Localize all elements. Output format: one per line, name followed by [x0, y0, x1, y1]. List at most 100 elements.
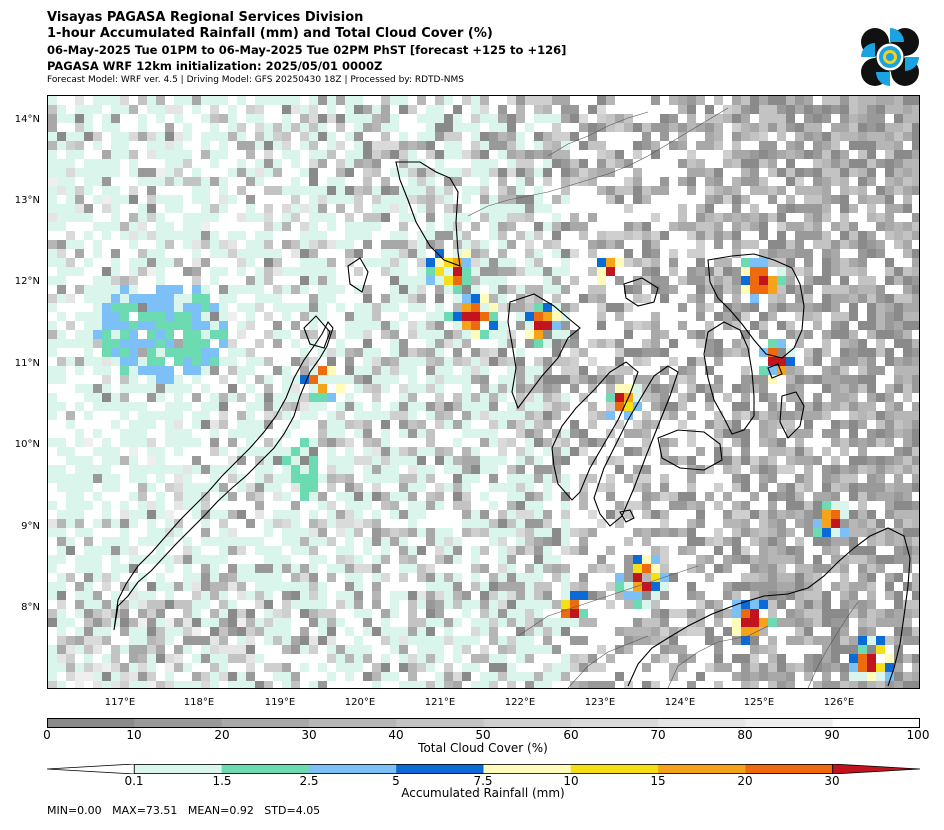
grid-cell	[462, 465, 471, 474]
grid-cell	[741, 609, 750, 618]
grid-cell	[867, 465, 876, 474]
grid-cell	[453, 591, 462, 600]
grid-cell	[813, 411, 822, 420]
grid-cell	[210, 429, 219, 438]
grid-cell	[102, 276, 111, 285]
grid-cell	[867, 150, 876, 159]
grid-cell	[453, 105, 462, 114]
grid-cell	[579, 591, 588, 600]
grid-cell	[147, 420, 156, 429]
grid-cell	[201, 366, 210, 375]
grid-cell	[786, 222, 795, 231]
grid-cell	[327, 195, 336, 204]
grid-cell	[165, 618, 174, 627]
grid-cell	[318, 375, 327, 384]
grid-cell	[885, 150, 894, 159]
grid-cell	[498, 204, 507, 213]
grid-cell	[183, 123, 192, 132]
grid-cell	[75, 285, 84, 294]
grid-cell	[516, 393, 525, 402]
grid-cell	[876, 429, 885, 438]
grid-cell	[489, 258, 498, 267]
grid-cell	[498, 600, 507, 609]
grid-cell	[714, 429, 723, 438]
grid-cell	[741, 276, 750, 285]
grid-cell	[237, 618, 246, 627]
grid-cell	[777, 258, 786, 267]
grid-cell	[507, 663, 516, 672]
grid-cell	[102, 303, 111, 312]
grid-cell	[111, 555, 120, 564]
grid-cell	[840, 663, 849, 672]
grid-cell	[93, 276, 102, 285]
grid-cell	[687, 267, 696, 276]
grid-cell	[912, 321, 919, 330]
grid-cell	[138, 591, 147, 600]
grid-cell	[822, 501, 831, 510]
grid-cell	[390, 492, 399, 501]
grid-cell	[381, 96, 390, 105]
grid-cell	[687, 519, 696, 528]
grid-cell	[516, 375, 525, 384]
grid-cell	[345, 240, 354, 249]
grid-cell	[183, 564, 192, 573]
grid-cell	[876, 681, 885, 688]
cloud-bin	[658, 718, 746, 728]
grid-cell	[354, 267, 363, 276]
grid-cell	[687, 528, 696, 537]
grid-cell	[444, 627, 453, 636]
grid-cell	[363, 105, 372, 114]
grid-cell	[831, 420, 840, 429]
grid-cell	[705, 222, 714, 231]
grid-cell	[57, 618, 66, 627]
grid-cell	[777, 249, 786, 258]
grid-cell	[363, 474, 372, 483]
grid-cell	[759, 474, 768, 483]
grid-cell	[138, 492, 147, 501]
grid-cell	[615, 510, 624, 519]
grid-cell	[867, 213, 876, 222]
grid-cell	[813, 591, 822, 600]
grid-cell	[408, 600, 417, 609]
grid-cell	[156, 654, 165, 663]
grid-cell	[408, 591, 417, 600]
grid-cell	[498, 555, 507, 564]
grid-cell	[147, 627, 156, 636]
grid-cell	[165, 375, 174, 384]
grid-cell	[138, 510, 147, 519]
grid-cell	[498, 528, 507, 537]
grid-cell	[579, 348, 588, 357]
grid-cell	[750, 492, 759, 501]
grid-cell	[597, 312, 606, 321]
grid-cell	[336, 600, 345, 609]
grid-cell	[750, 303, 759, 312]
grid-cell	[561, 564, 570, 573]
grid-cell	[498, 456, 507, 465]
grid-cell	[696, 240, 705, 249]
grid-cell	[228, 429, 237, 438]
grid-cell	[750, 204, 759, 213]
grid-cell	[237, 267, 246, 276]
grid-cell	[75, 402, 84, 411]
grid-cell	[327, 447, 336, 456]
grid-cell	[102, 294, 111, 303]
grid-cell	[561, 474, 570, 483]
grid-cell	[462, 528, 471, 537]
grid-cell	[786, 150, 795, 159]
grid-cell	[651, 546, 660, 555]
grid-cell	[831, 123, 840, 132]
grid-cell	[660, 573, 669, 582]
grid-cell	[210, 150, 219, 159]
grid-cell	[741, 123, 750, 132]
grid-cell	[534, 609, 543, 618]
grid-cell	[849, 465, 858, 474]
grid-cell	[156, 627, 165, 636]
grid-cell	[759, 285, 768, 294]
grid-cell	[129, 222, 138, 231]
grid-cell	[309, 474, 318, 483]
grid-cell	[210, 654, 219, 663]
grid-cell	[534, 492, 543, 501]
grid-cell	[606, 393, 615, 402]
grid-cell	[534, 573, 543, 582]
grid-cell	[831, 321, 840, 330]
